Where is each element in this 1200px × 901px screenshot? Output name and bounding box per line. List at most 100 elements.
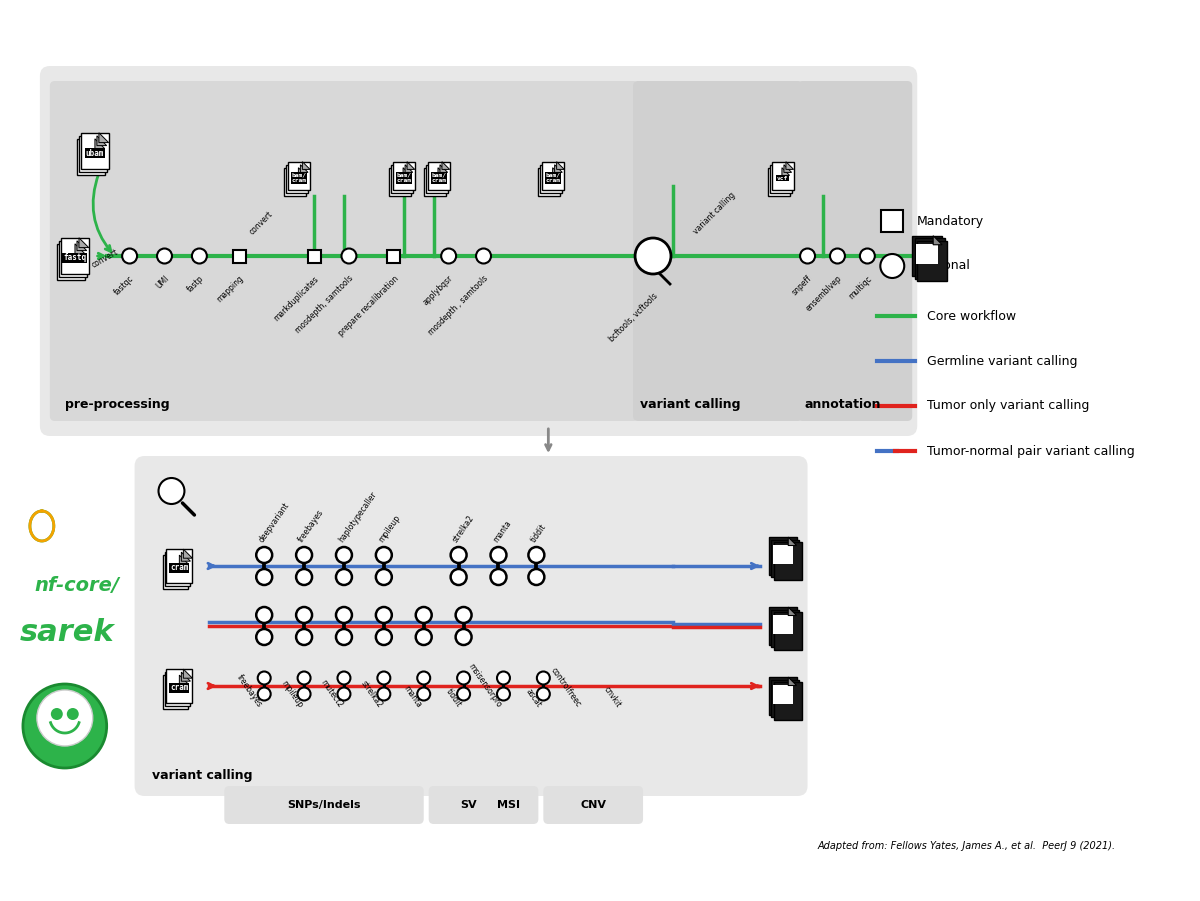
- Circle shape: [298, 671, 311, 685]
- Circle shape: [528, 569, 545, 585]
- Circle shape: [415, 607, 432, 623]
- Text: freebayes: freebayes: [296, 508, 326, 544]
- FancyBboxPatch shape: [40, 66, 917, 436]
- Text: Tumor-normal pair variant calling: Tumor-normal pair variant calling: [928, 444, 1135, 458]
- FancyBboxPatch shape: [50, 81, 638, 421]
- Polygon shape: [784, 165, 792, 172]
- FancyBboxPatch shape: [479, 786, 539, 824]
- Circle shape: [158, 478, 185, 504]
- Polygon shape: [442, 161, 450, 169]
- Text: prepare recalibration: prepare recalibration: [336, 274, 400, 338]
- Text: mutect2: mutect2: [318, 678, 344, 709]
- Text: sarek: sarek: [20, 618, 114, 647]
- Circle shape: [296, 607, 312, 623]
- FancyBboxPatch shape: [80, 132, 109, 169]
- Polygon shape: [179, 675, 188, 684]
- Text: Optional: Optional: [917, 259, 970, 272]
- Circle shape: [536, 671, 550, 685]
- Text: ...: ...: [779, 688, 791, 694]
- Polygon shape: [77, 241, 86, 250]
- FancyBboxPatch shape: [56, 244, 85, 280]
- FancyBboxPatch shape: [768, 168, 790, 196]
- Text: deepvariant: deepvariant: [257, 501, 290, 544]
- Text: strelka2: strelka2: [451, 514, 476, 544]
- Polygon shape: [74, 244, 85, 253]
- Polygon shape: [788, 677, 797, 686]
- Circle shape: [23, 684, 107, 768]
- Text: vcf: vcf: [778, 176, 788, 180]
- FancyBboxPatch shape: [164, 552, 191, 586]
- Bar: [307, 250, 320, 262]
- Polygon shape: [406, 165, 413, 172]
- Circle shape: [635, 238, 671, 274]
- Text: vcf: vcf: [778, 616, 792, 625]
- Polygon shape: [788, 537, 797, 545]
- FancyBboxPatch shape: [773, 685, 792, 704]
- FancyBboxPatch shape: [79, 136, 107, 172]
- Text: ascat: ascat: [524, 687, 544, 709]
- FancyBboxPatch shape: [769, 677, 797, 714]
- FancyBboxPatch shape: [772, 679, 799, 717]
- FancyBboxPatch shape: [798, 81, 912, 421]
- Text: vcf: vcf: [920, 246, 938, 256]
- Text: pre-processing: pre-processing: [65, 398, 169, 411]
- FancyBboxPatch shape: [917, 244, 938, 264]
- FancyBboxPatch shape: [224, 786, 424, 824]
- Bar: [881, 210, 904, 232]
- FancyBboxPatch shape: [428, 786, 509, 824]
- Text: convert: convert: [90, 248, 120, 270]
- Text: tiddit: tiddit: [529, 522, 548, 544]
- Circle shape: [442, 249, 456, 263]
- FancyBboxPatch shape: [134, 456, 808, 796]
- Circle shape: [497, 671, 510, 685]
- FancyBboxPatch shape: [162, 555, 188, 589]
- Circle shape: [258, 687, 271, 700]
- FancyBboxPatch shape: [539, 168, 560, 196]
- FancyBboxPatch shape: [772, 540, 799, 578]
- Polygon shape: [302, 161, 310, 169]
- Text: mosdepth , samtools: mosdepth , samtools: [427, 274, 490, 337]
- Circle shape: [157, 249, 172, 263]
- Text: SV: SV: [461, 800, 476, 810]
- Circle shape: [377, 671, 390, 685]
- Polygon shape: [98, 132, 109, 142]
- Circle shape: [800, 249, 815, 263]
- Text: cnvkit: cnvkit: [602, 685, 623, 709]
- FancyBboxPatch shape: [288, 161, 310, 190]
- Polygon shape: [934, 236, 942, 245]
- Circle shape: [451, 569, 467, 585]
- Polygon shape: [788, 607, 797, 615]
- Text: manta: manta: [402, 684, 424, 709]
- FancyBboxPatch shape: [427, 161, 450, 190]
- FancyBboxPatch shape: [286, 165, 308, 194]
- Text: mpileup: mpileup: [377, 514, 402, 544]
- Text: msisensorpro: msisensorpro: [467, 661, 504, 709]
- Text: nf-core/: nf-core/: [35, 576, 120, 595]
- FancyBboxPatch shape: [59, 241, 86, 278]
- FancyBboxPatch shape: [284, 168, 306, 196]
- FancyBboxPatch shape: [914, 238, 944, 278]
- Circle shape: [881, 254, 905, 278]
- Circle shape: [257, 629, 272, 645]
- Circle shape: [50, 708, 62, 720]
- Text: snpeff: snpeff: [791, 274, 814, 297]
- Polygon shape: [557, 161, 564, 169]
- FancyBboxPatch shape: [61, 238, 89, 274]
- Circle shape: [377, 687, 390, 700]
- Polygon shape: [407, 161, 415, 169]
- Circle shape: [296, 569, 312, 585]
- Text: bam/
cram: bam/ cram: [396, 173, 412, 184]
- Circle shape: [376, 547, 392, 563]
- Circle shape: [336, 569, 352, 585]
- Circle shape: [528, 547, 545, 563]
- FancyBboxPatch shape: [164, 672, 191, 705]
- Text: Mandatory: Mandatory: [917, 214, 984, 227]
- Text: controlfreec: controlfreec: [550, 667, 583, 709]
- Circle shape: [476, 249, 491, 263]
- Bar: [388, 250, 401, 262]
- Text: SNPs/Indels: SNPs/Indels: [287, 800, 361, 810]
- Text: Core workflow: Core workflow: [928, 310, 1016, 323]
- Circle shape: [415, 629, 432, 645]
- Text: fastp: fastp: [186, 274, 205, 294]
- FancyBboxPatch shape: [162, 675, 188, 709]
